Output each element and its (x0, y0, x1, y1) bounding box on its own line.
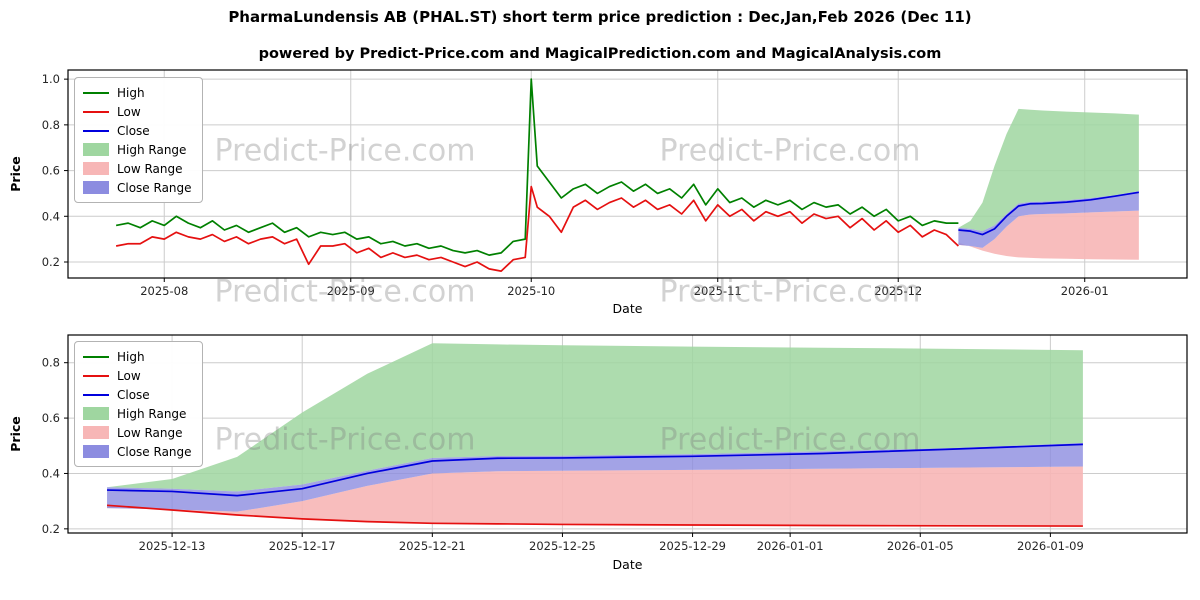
legend-label: High Range (117, 142, 187, 157)
legend-swatch (83, 445, 109, 458)
y-tick-label: 0.2 (42, 255, 60, 269)
legend-item-high-range: High Range (83, 140, 192, 159)
y-tick-label: 0.8 (42, 118, 60, 132)
legend-label: Low (117, 104, 141, 119)
legend-item-high: High (83, 347, 192, 366)
band-close-range (107, 443, 1083, 512)
x-axis-label: Date (613, 301, 643, 316)
grid (68, 70, 1187, 278)
legend-item-close: Close (83, 385, 192, 404)
x-axis-label: Date (613, 557, 643, 572)
x-tick-label: 2025-12-29 (659, 539, 726, 553)
legend-item-close-range: Close Range (83, 178, 192, 197)
legend-swatch (83, 162, 109, 175)
legend-swatch (83, 426, 109, 439)
legend-label: Low Range (117, 425, 183, 440)
legend-swatch (83, 129, 109, 132)
line-high (115, 78, 959, 256)
legend-swatch (83, 91, 109, 94)
plot-border (67, 334, 1188, 534)
plot-border (67, 69, 1188, 279)
legend-item-low-range: Low Range (83, 159, 192, 178)
y-tick-label: 0.4 (42, 209, 60, 223)
legend-item-high-range: High Range (83, 404, 192, 423)
y-tick-label: 0.2 (42, 522, 60, 536)
figure-subtitle: powered by Predict-Price.com and Magical… (258, 46, 942, 62)
y-axis-label: Price (8, 416, 23, 452)
legend-swatch (83, 181, 109, 194)
x-tick-label: 2025-10 (507, 284, 555, 298)
y-axis-label: Price (8, 156, 23, 192)
legend-label: Close Range (117, 444, 192, 459)
x-tick-label: 2025-12-25 (529, 539, 596, 553)
legend-label: Low Range (117, 161, 183, 176)
x-tick-label: 2025-12-17 (269, 539, 336, 553)
legend-item-low-range: Low Range (83, 423, 192, 442)
line-close (107, 443, 1083, 497)
legend-item-low: Low (83, 366, 192, 385)
line-low (115, 185, 959, 272)
axis-ticks: 2025-08 2025-09 2025-10 2025-11 2025-12 2026-… (42, 72, 1109, 298)
band-high-range (107, 343, 1083, 492)
legend-swatch (83, 374, 109, 377)
legend: High Low Close High Range Low Range Close Ran… (74, 77, 203, 203)
legend-label: High (117, 85, 145, 100)
legend: High Low Close High Range Low Range Close Ran… (74, 341, 203, 467)
x-tick-label: 2025-12 (874, 284, 922, 298)
x-tick-label: 2025-12-13 (139, 539, 206, 553)
legend-item-close-range: Close Range (83, 442, 192, 461)
x-tick-label: 2026-01-01 (757, 539, 824, 553)
legend-swatch (83, 143, 109, 156)
figure-title: PharmaLundensis AB (PHAL.ST) short term … (228, 8, 972, 26)
x-tick-label: 2025-08 (140, 284, 188, 298)
x-tick-label: 2025-12-21 (399, 539, 466, 553)
legend-label: Close (117, 387, 150, 402)
x-tick-label: 2025-11 (694, 284, 742, 298)
legend-item-high: High (83, 83, 192, 102)
legend-label: High (117, 349, 145, 364)
band-high-range (958, 108, 1139, 232)
prediction-zoom-plot: 2025-12-13 2025-12-17 2025-12-21 2025-12-25… (8, 334, 1188, 572)
x-tick-label: 2025-09 (327, 284, 375, 298)
legend-swatch (83, 393, 109, 396)
band-close-range (958, 191, 1139, 248)
x-tick-label: 2026-01-05 (887, 539, 954, 553)
legend-swatch (83, 407, 109, 420)
x-tick-label: 2026-01 (1061, 284, 1109, 298)
legend-swatch (83, 110, 109, 113)
y-tick-label: 1.0 (42, 72, 60, 86)
legend-item-low: Low (83, 102, 192, 121)
y-tick-label: 0.8 (42, 356, 60, 370)
legend-swatch (83, 355, 109, 358)
y-tick-label: 0.6 (42, 411, 60, 425)
legend-label: High Range (117, 406, 187, 421)
history-and-prediction-plot: 2025-08 2025-09 2025-10 2025-11 2025-12 2026-… (8, 69, 1188, 316)
line-low (106, 504, 1083, 527)
band-low-range (958, 210, 1139, 260)
band-low-range (107, 466, 1083, 527)
legend-item-close: Close (83, 121, 192, 140)
y-tick-label: 0.4 (42, 466, 60, 480)
line-close (958, 191, 1140, 236)
y-tick-label: 0.6 (42, 164, 60, 178)
axis-ticks: 2025-12-13 2025-12-17 2025-12-21 2025-12-25… (42, 356, 1084, 553)
x-tick-label: 2026-01-09 (1017, 539, 1084, 553)
legend-label: Close (117, 123, 150, 138)
legend-label: Low (117, 368, 141, 383)
legend-label: Close Range (117, 180, 192, 195)
